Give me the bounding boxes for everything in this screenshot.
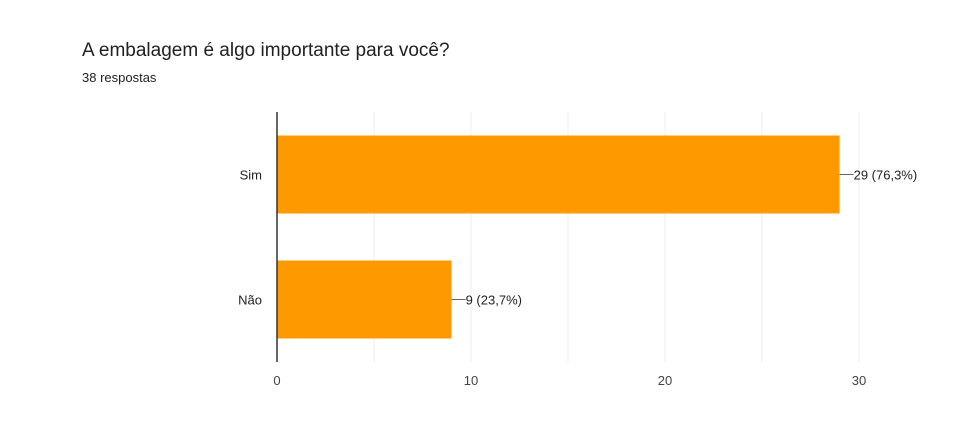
response-count: 38 respostas — [82, 70, 157, 85]
x-tick-label: 0 — [273, 373, 280, 388]
x-tick-label: 10 — [464, 373, 478, 388]
bar-sim — [277, 135, 840, 214]
x-tick-label: 20 — [658, 373, 672, 388]
category-label: Não — [238, 293, 262, 308]
question-title: A embalagem é algo importante para você? — [82, 40, 450, 61]
category-label: Sim — [240, 168, 262, 183]
x-tick-label: 30 — [852, 373, 866, 388]
data-label: 9 (23,7%) — [466, 293, 522, 308]
bar-não — [277, 260, 452, 339]
data-label: 29 (76,3%) — [854, 168, 918, 183]
